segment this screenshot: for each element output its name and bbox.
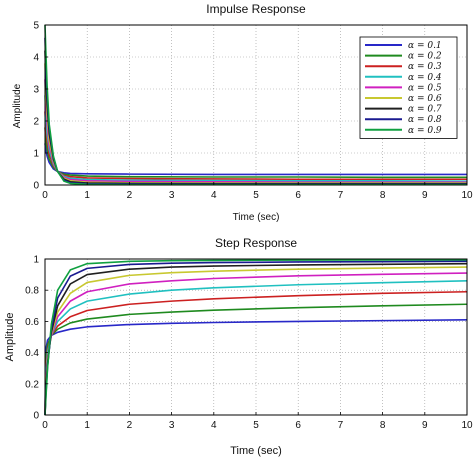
series-line-1 [44,143,467,176]
impulse-series [44,24,468,186]
step-y-ticks: 0 0.2 0.4 0.6 0.8 1 [25,255,48,422]
legend-entry: α = 0.3 [408,62,442,72]
legend-entry: α = 0.7 [408,105,442,115]
step-title: Step Response [215,236,297,250]
x-tick-label: 3 [169,420,175,431]
x-tick-label: 8 [380,420,386,431]
y-tick-label: 0.4 [25,348,39,359]
x-tick-label: 1 [84,190,90,201]
y-tick-label: 0 [33,181,39,192]
x-tick-label: 10 [461,420,473,431]
x-tick-label: 7 [338,420,344,431]
legend-entry: α = 0.6 [408,94,442,104]
series-line-5 [44,272,468,416]
y-tick-label: 4 [33,53,39,64]
legend-entry: α = 0.9 [408,126,442,136]
x-tick-label: 9 [422,190,428,201]
x-tick-label: 2 [127,420,133,431]
y-tick-label: 2 [33,117,39,128]
x-tick-label: 4 [211,420,217,431]
x-tick-label: 0 [42,420,48,431]
legend-entry: α = 0.5 [408,83,442,93]
y-tick-label: 5 [33,21,39,32]
x-tick-label: 3 [169,190,175,201]
impulse-y-ticks: 0 1 2 3 4 5 [33,21,48,192]
x-tick-label: 10 [461,190,473,201]
x-tick-label: 8 [380,190,386,201]
y-tick-label: 3 [33,85,39,96]
x-tick-label: 2 [127,190,133,201]
x-tick-label: 6 [295,420,301,431]
series-line-3 [44,111,467,181]
x-tick-label: 4 [211,190,217,201]
x-tick-label: 1 [84,420,90,431]
x-tick-label: 7 [338,190,344,201]
step-series [44,258,468,416]
x-tick-label: 0 [42,190,48,201]
series-line-2 [44,127,467,179]
legend-entry: α = 0.8 [408,115,442,125]
step-y-label: Amplitude [4,313,16,362]
step-x-ticks: 0 1 2 3 4 5 6 7 8 9 10 [42,412,473,431]
y-tick-label: 1 [33,255,39,266]
x-tick-label: 6 [295,190,301,201]
impulse-x-label: Time (sec) [233,212,280,223]
legend-entry: α = 0.2 [408,52,442,62]
y-tick-label: 0.2 [25,379,39,390]
x-tick-label: 9 [422,420,428,431]
impulse-y-label: Amplitude [12,83,23,128]
series-line-9 [44,258,468,416]
x-tick-label: 5 [253,190,259,201]
y-tick-label: 1 [33,149,39,160]
series-line-2 [44,303,468,416]
legend-entry: α = 0.1 [408,41,442,51]
series-line-4 [44,95,468,182]
legend-entry: α = 0.4 [408,73,442,83]
impulse-legend: α = 0.1α = 0.2α = 0.3α = 0.4α = 0.5α = 0… [359,36,458,139]
series-line-1 [44,319,468,416]
impulse-x-ticks: 0 1 2 3 4 5 6 7 8 9 10 [42,182,473,201]
y-tick-label: 0.6 [25,317,39,328]
y-tick-label: 0.8 [25,286,39,297]
x-tick-label: 5 [253,420,259,431]
step-x-label: Time (sec) [230,445,282,457]
impulse-title: Impulse Response [206,2,306,16]
y-tick-label: 0 [33,411,39,422]
